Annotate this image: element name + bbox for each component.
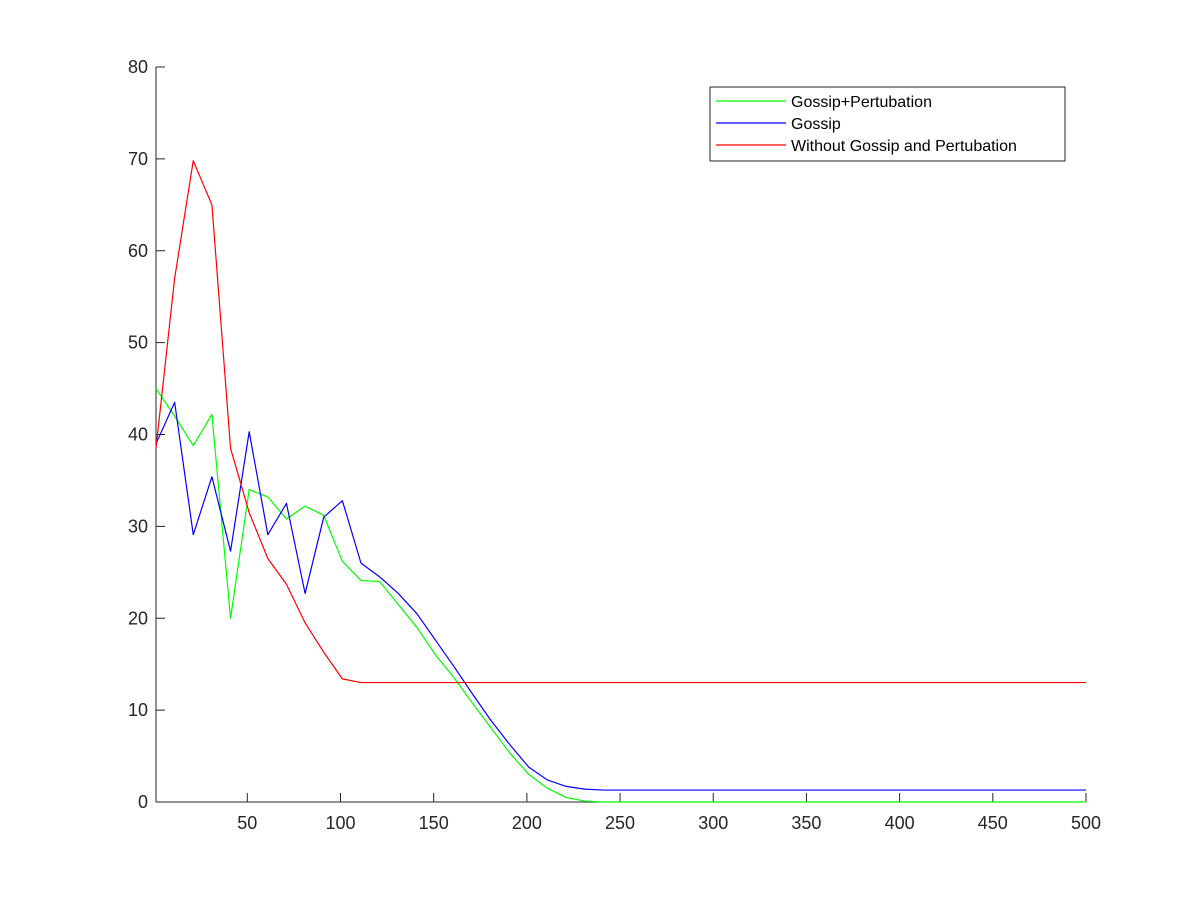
- y-tick-label: 40: [128, 425, 148, 445]
- legend: Gossip+Pertubation Gossip Without Gossip a…: [709, 86, 1066, 162]
- series-line-without-gossip-and-pertubation: [155, 160, 1086, 684]
- x-tick-label: 300: [698, 813, 728, 833]
- y-tick-label: 0: [138, 792, 148, 812]
- y-tick-label: 10: [128, 700, 148, 720]
- y-tick-label: 70: [128, 149, 148, 169]
- x-tick-label: 50: [237, 813, 257, 833]
- x-tick-label: 450: [978, 813, 1008, 833]
- x-tick-label: 250: [605, 813, 635, 833]
- legend-label: Gossip: [791, 116, 841, 133]
- x-tick-label: 500: [1071, 813, 1101, 833]
- legend-label: Gossip+Pertubation: [791, 94, 932, 111]
- axes: 0 10 20 30 40 50 60 70 80 50 100 150 200 250 300 350 400…: [128, 57, 1101, 833]
- y-tick-label: 20: [128, 608, 148, 628]
- legend-label: Without Gossip and Pertubation: [791, 138, 1017, 155]
- y-tick-label: 60: [128, 241, 148, 261]
- series-layer: [155, 160, 1086, 803]
- series-line-gossip: [155, 401, 1086, 791]
- x-tick-label: 150: [419, 813, 449, 833]
- legend-box: [709, 86, 1066, 162]
- x-tick-label: 350: [791, 813, 821, 833]
- x-tick-label: 400: [885, 813, 915, 833]
- x-tick-label: 100: [325, 813, 355, 833]
- y-tick-label: 30: [128, 516, 148, 536]
- y-tick-label: 50: [128, 333, 148, 353]
- y-tick-label: 80: [128, 57, 148, 77]
- x-tick-label: 200: [512, 813, 542, 833]
- series-line-gossip-pertubation: [155, 388, 1086, 803]
